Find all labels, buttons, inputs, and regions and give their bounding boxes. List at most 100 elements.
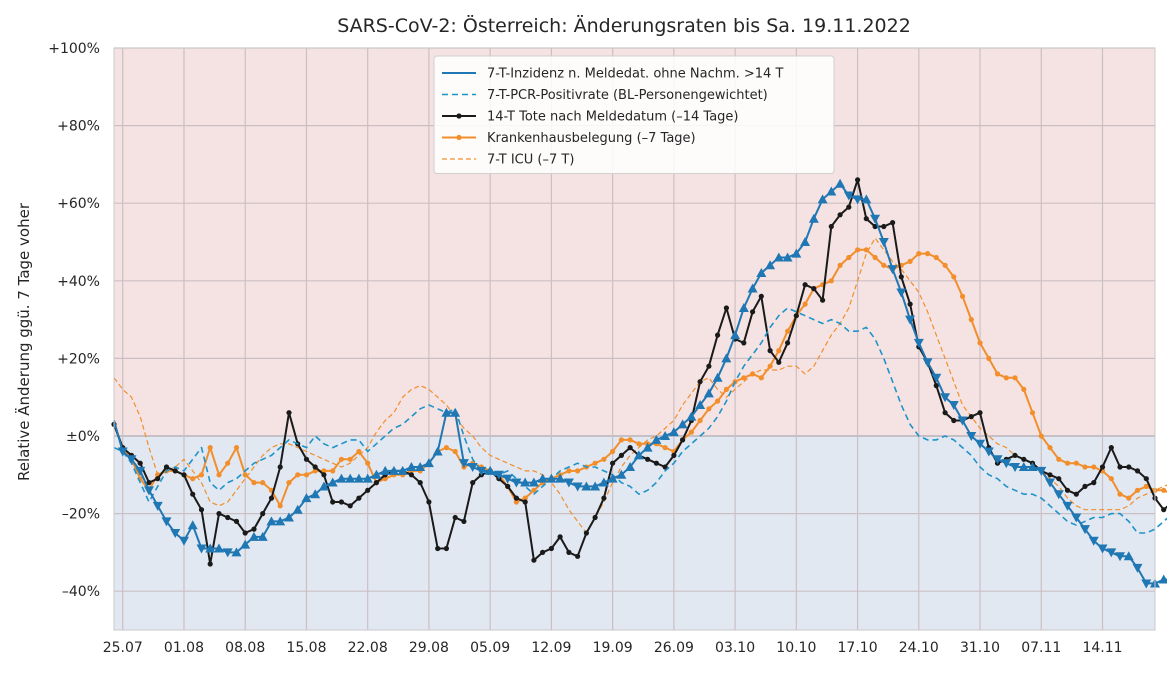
data-point	[1064, 487, 1071, 493]
data-point	[881, 262, 887, 268]
data-point	[986, 355, 992, 361]
data-point	[925, 251, 931, 257]
data-point-up	[537, 473, 548, 483]
data-point	[1073, 491, 1079, 497]
x-tick-label: 10.10	[776, 640, 816, 656]
data-point	[531, 487, 537, 493]
data-point-down	[852, 195, 863, 205]
data-point	[610, 460, 616, 466]
data-point	[680, 437, 686, 443]
data-point-down	[222, 548, 233, 558]
data-point	[1056, 456, 1062, 462]
data-point-down	[878, 238, 889, 247]
data-point	[723, 386, 730, 392]
data-point	[356, 448, 362, 455]
data-point-up	[240, 539, 251, 549]
data-point-up	[520, 477, 531, 487]
data-point	[872, 254, 878, 261]
y-tick-label: +40%	[57, 274, 100, 290]
data-point	[855, 177, 861, 183]
data-point-down	[1001, 459, 1012, 469]
data-point	[268, 495, 275, 501]
data-point	[1117, 464, 1123, 470]
data-point	[592, 460, 598, 466]
data-point-up	[773, 252, 784, 262]
data-point	[653, 460, 660, 466]
data-point	[1082, 483, 1088, 489]
data-point	[968, 317, 974, 323]
data-point	[767, 363, 773, 369]
data-point	[793, 313, 799, 319]
data-point	[741, 375, 747, 381]
data-point-up	[817, 194, 828, 204]
data-point	[863, 216, 869, 222]
data-point-up	[598, 477, 609, 487]
x-tick-label: 17.10	[838, 640, 878, 656]
data-point-up	[695, 399, 706, 409]
data-point	[172, 468, 178, 474]
data-point-down	[957, 416, 968, 426]
data-point-up	[642, 442, 653, 452]
data-point	[163, 464, 170, 470]
data-point	[312, 468, 318, 474]
data-point-down	[1080, 525, 1091, 535]
data-point	[155, 476, 161, 482]
data-point-up	[380, 465, 391, 475]
chart-title: SARS-CoV-2: Österreich: Änderungsraten b…	[337, 14, 911, 37]
axes: –40% –20% ±0% +20% +40% +60% +80% +100% 25.07 01.…	[48, 41, 1156, 656]
data-point	[522, 495, 528, 501]
data-point	[776, 348, 782, 354]
legend-label: 7-T ICU (–7 T)	[487, 153, 574, 168]
x-tick-label: 07.11	[1021, 640, 1061, 656]
legend-label: 7-T-PCR-Positivrate (BL-Personengewichte…	[487, 88, 768, 103]
series-line	[113, 237, 1167, 534]
data-point	[968, 414, 974, 420]
legend-item-3: 14-T Tote nach Meldedatum (–14 Tage)	[442, 110, 739, 125]
data-point	[907, 258, 913, 264]
data-point-up	[660, 431, 671, 440]
data-point	[1126, 464, 1132, 470]
data-point	[146, 480, 152, 486]
data-point-up	[205, 543, 216, 553]
data-point-down	[143, 486, 154, 496]
data-point-down	[476, 466, 487, 476]
data-point	[662, 445, 668, 451]
legend-label: Krankenhausbelegung (–7 Tage)	[487, 131, 696, 146]
data-point-down	[135, 466, 146, 476]
data-point	[828, 223, 834, 230]
data-point-up	[301, 493, 312, 503]
data-point	[1056, 476, 1062, 482]
data-point	[452, 514, 458, 521]
data-point-up	[231, 547, 242, 557]
data-point	[260, 510, 266, 517]
data-point	[697, 379, 703, 385]
y-tick-label: –20%	[62, 507, 100, 523]
data-point	[233, 445, 240, 451]
data-point	[426, 499, 432, 505]
data-point	[942, 262, 948, 268]
data-point	[820, 297, 826, 303]
data-point-down	[152, 501, 163, 511]
data-point	[1073, 460, 1079, 466]
data-point-up	[353, 473, 364, 483]
x-tick-label: 08.08	[225, 640, 265, 656]
data-point	[233, 518, 240, 525]
data-point	[505, 483, 511, 489]
data-point-up	[765, 260, 776, 270]
data-point	[225, 460, 231, 466]
data-point	[513, 495, 520, 501]
data-point	[977, 340, 983, 346]
data-point-up	[362, 473, 373, 483]
data-point	[1029, 410, 1036, 416]
data-point-up	[677, 419, 688, 429]
data-point	[1091, 480, 1097, 486]
data-point-down	[196, 544, 207, 554]
data-point	[531, 557, 537, 563]
data-point-down	[1036, 466, 1047, 476]
data-point-down	[931, 373, 942, 383]
data-point	[1108, 476, 1114, 482]
data-point	[443, 545, 449, 552]
data-point-up	[1158, 574, 1167, 584]
x-tick-label: 14.11	[1082, 640, 1122, 656]
